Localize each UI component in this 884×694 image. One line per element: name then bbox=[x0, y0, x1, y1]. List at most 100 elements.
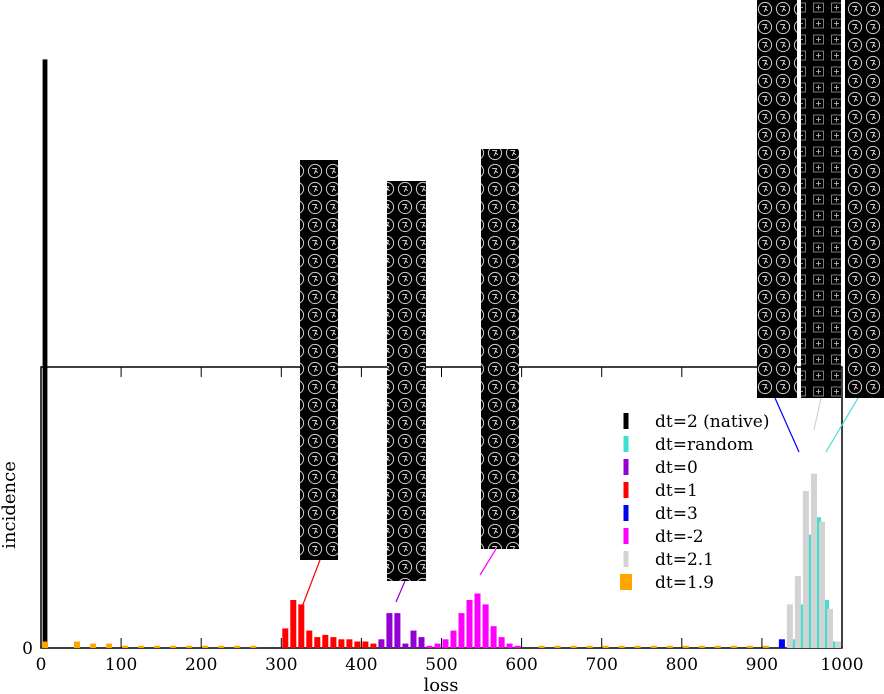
plot-frame bbox=[40, 366, 843, 649]
x-tick-label-900: 900 bbox=[746, 655, 778, 675]
bar-dt-1-10 bbox=[362, 641, 369, 648]
x-axis-ticks: 0 100 200 300 400 500 600 700 800 900 1000 bbox=[36, 367, 864, 675]
connector-line-random bbox=[825, 397, 859, 453]
bar-dt-1-8 bbox=[346, 639, 353, 648]
bar-dt-0-2 bbox=[394, 613, 401, 648]
bar-dt-1-9-7 bbox=[170, 645, 177, 648]
bar-dt-1-7 bbox=[338, 639, 345, 648]
bar-dt-2-1-6 bbox=[835, 641, 841, 648]
legend-swatch-dt-2-native- bbox=[623, 413, 629, 429]
bar-dt-2-1-3 bbox=[811, 473, 817, 648]
sample-strip-dt1 bbox=[300, 160, 338, 560]
x-tick-label-0: 0 bbox=[36, 655, 47, 675]
x-tick-label-400: 400 bbox=[345, 655, 377, 675]
legend-swatch-dt-random bbox=[623, 436, 629, 452]
bar-dt-1-9-13 bbox=[538, 645, 545, 648]
sample-strip-random bbox=[845, 0, 884, 398]
connector-line-dt0 bbox=[395, 580, 406, 603]
x-axis-title: loss bbox=[423, 675, 458, 694]
bar-dt-0-4 bbox=[410, 630, 417, 648]
bar-dt-2-11 bbox=[514, 645, 521, 648]
bar-dt-1-4 bbox=[314, 637, 321, 648]
bar-dt-random-1 bbox=[798, 604, 805, 648]
bar-dt-1-9-10 bbox=[218, 645, 225, 648]
bar-dt-1-9-19 bbox=[634, 645, 641, 648]
bar-dt-1-2 bbox=[298, 604, 305, 648]
x-tick-label-1000: 1000 bbox=[820, 655, 863, 675]
bar-dt-2-9 bbox=[498, 637, 505, 648]
bar-dt-1-9-24 bbox=[714, 645, 721, 648]
bar-dt-2-6 bbox=[474, 593, 481, 648]
bar-dt-1-9-20 bbox=[650, 645, 657, 648]
bar-dt-1-9-22 bbox=[682, 645, 689, 648]
legend-label-dt-2-native-: dt=2 (native) bbox=[655, 412, 769, 432]
bar-dt-0-1 bbox=[386, 613, 393, 648]
bar-dt-random-2 bbox=[807, 534, 813, 648]
bar-dt-random-3 bbox=[815, 517, 821, 648]
legend-label-dt-2: dt=-2 bbox=[655, 527, 704, 547]
x-tick-label-600: 600 bbox=[505, 655, 537, 675]
legend-swatch-dt-2-1 bbox=[623, 551, 629, 567]
histogram-bars bbox=[42, 59, 841, 648]
bar-dt-random-4 bbox=[823, 600, 829, 648]
bar-dt-1-9-12 bbox=[250, 645, 257, 648]
sample-image-strips bbox=[300, 0, 884, 581]
bar-dt-2-5 bbox=[466, 600, 473, 648]
bar-dt-1-9-27 bbox=[762, 645, 769, 648]
connector-lines bbox=[301, 397, 859, 608]
x-tick-label-500: 500 bbox=[425, 655, 457, 675]
bar-dt-1-6 bbox=[330, 637, 337, 648]
bar-dt-1-3 bbox=[306, 630, 313, 648]
bar-dt-2-native--0 bbox=[42, 59, 48, 648]
legend-label-dt-2-1: dt=2.1 bbox=[655, 550, 714, 570]
bar-dt-1-9-9 bbox=[202, 645, 209, 648]
bar-dt-0-5 bbox=[418, 637, 425, 648]
bar-dt-1-9-21 bbox=[666, 645, 673, 648]
bar-dt-2-1 bbox=[434, 643, 441, 648]
legend-label-dt-random: dt=random bbox=[655, 435, 753, 455]
bar-dt-1-9-25 bbox=[730, 645, 737, 648]
bar-dt-1-11 bbox=[370, 643, 377, 648]
y-tick-label-0: 0 bbox=[22, 639, 33, 659]
bar-dt-1-9-1 bbox=[74, 641, 80, 648]
bar-dt-1-9-17 bbox=[602, 645, 609, 648]
bar-dt-2-0 bbox=[426, 645, 433, 648]
legend-label-dt-0: dt=0 bbox=[655, 458, 698, 478]
bar-dt-1-9-14 bbox=[554, 645, 561, 648]
legend-label-dt-1-9: dt=1.9 bbox=[655, 573, 714, 593]
bar-dt-1-9-16 bbox=[586, 645, 593, 648]
bar-dt-1-9-0 bbox=[42, 641, 48, 648]
bar-dt-2-1-2 bbox=[802, 491, 809, 648]
bar-dt-1-9-5 bbox=[138, 645, 145, 648]
bar-dt-0-3 bbox=[402, 643, 409, 648]
legend-label-dt-1: dt=1 bbox=[655, 481, 698, 501]
bar-dt-1-9-23 bbox=[698, 645, 705, 648]
legend-swatch-dt-0 bbox=[623, 459, 629, 475]
connector-line-dtm2 bbox=[479, 548, 497, 576]
bar-dt-2-7 bbox=[482, 604, 489, 648]
bar-dt-1-9 bbox=[354, 641, 361, 648]
sample-strip-dtm2 bbox=[481, 149, 519, 549]
bar-dt-2-1-0 bbox=[786, 604, 793, 648]
bar-dt-1-1 bbox=[290, 600, 297, 648]
bar-dt-2-4 bbox=[458, 613, 465, 648]
bar-dt-1-9-11 bbox=[234, 645, 241, 648]
x-tick-label-100: 100 bbox=[105, 655, 137, 675]
bar-dt-2-1-5 bbox=[827, 608, 833, 648]
bar-dt-random-0 bbox=[790, 639, 797, 648]
legend-swatch-dt-1 bbox=[623, 482, 629, 498]
bar-dt-2-10 bbox=[506, 643, 513, 648]
sample-strip-dt0 bbox=[387, 181, 426, 581]
sample-strip-dt21 bbox=[801, 0, 841, 398]
bar-dt-1-5 bbox=[322, 634, 329, 648]
bar-dt-2-2 bbox=[442, 639, 449, 648]
x-tick-label-800: 800 bbox=[666, 655, 698, 675]
bar-dt-2-8 bbox=[490, 626, 497, 648]
bar-dt-1-9-6 bbox=[154, 645, 161, 648]
legend-label-dt-3: dt=3 bbox=[655, 504, 698, 524]
y-axis-title: incidence bbox=[0, 461, 20, 549]
bar-dt-2-3 bbox=[450, 630, 457, 648]
bar-dt-1-9-3 bbox=[106, 643, 113, 648]
legend: dt=2 (native) dt=random dt=0 dt=1 dt=3 dt=-2 d… bbox=[620, 412, 769, 593]
